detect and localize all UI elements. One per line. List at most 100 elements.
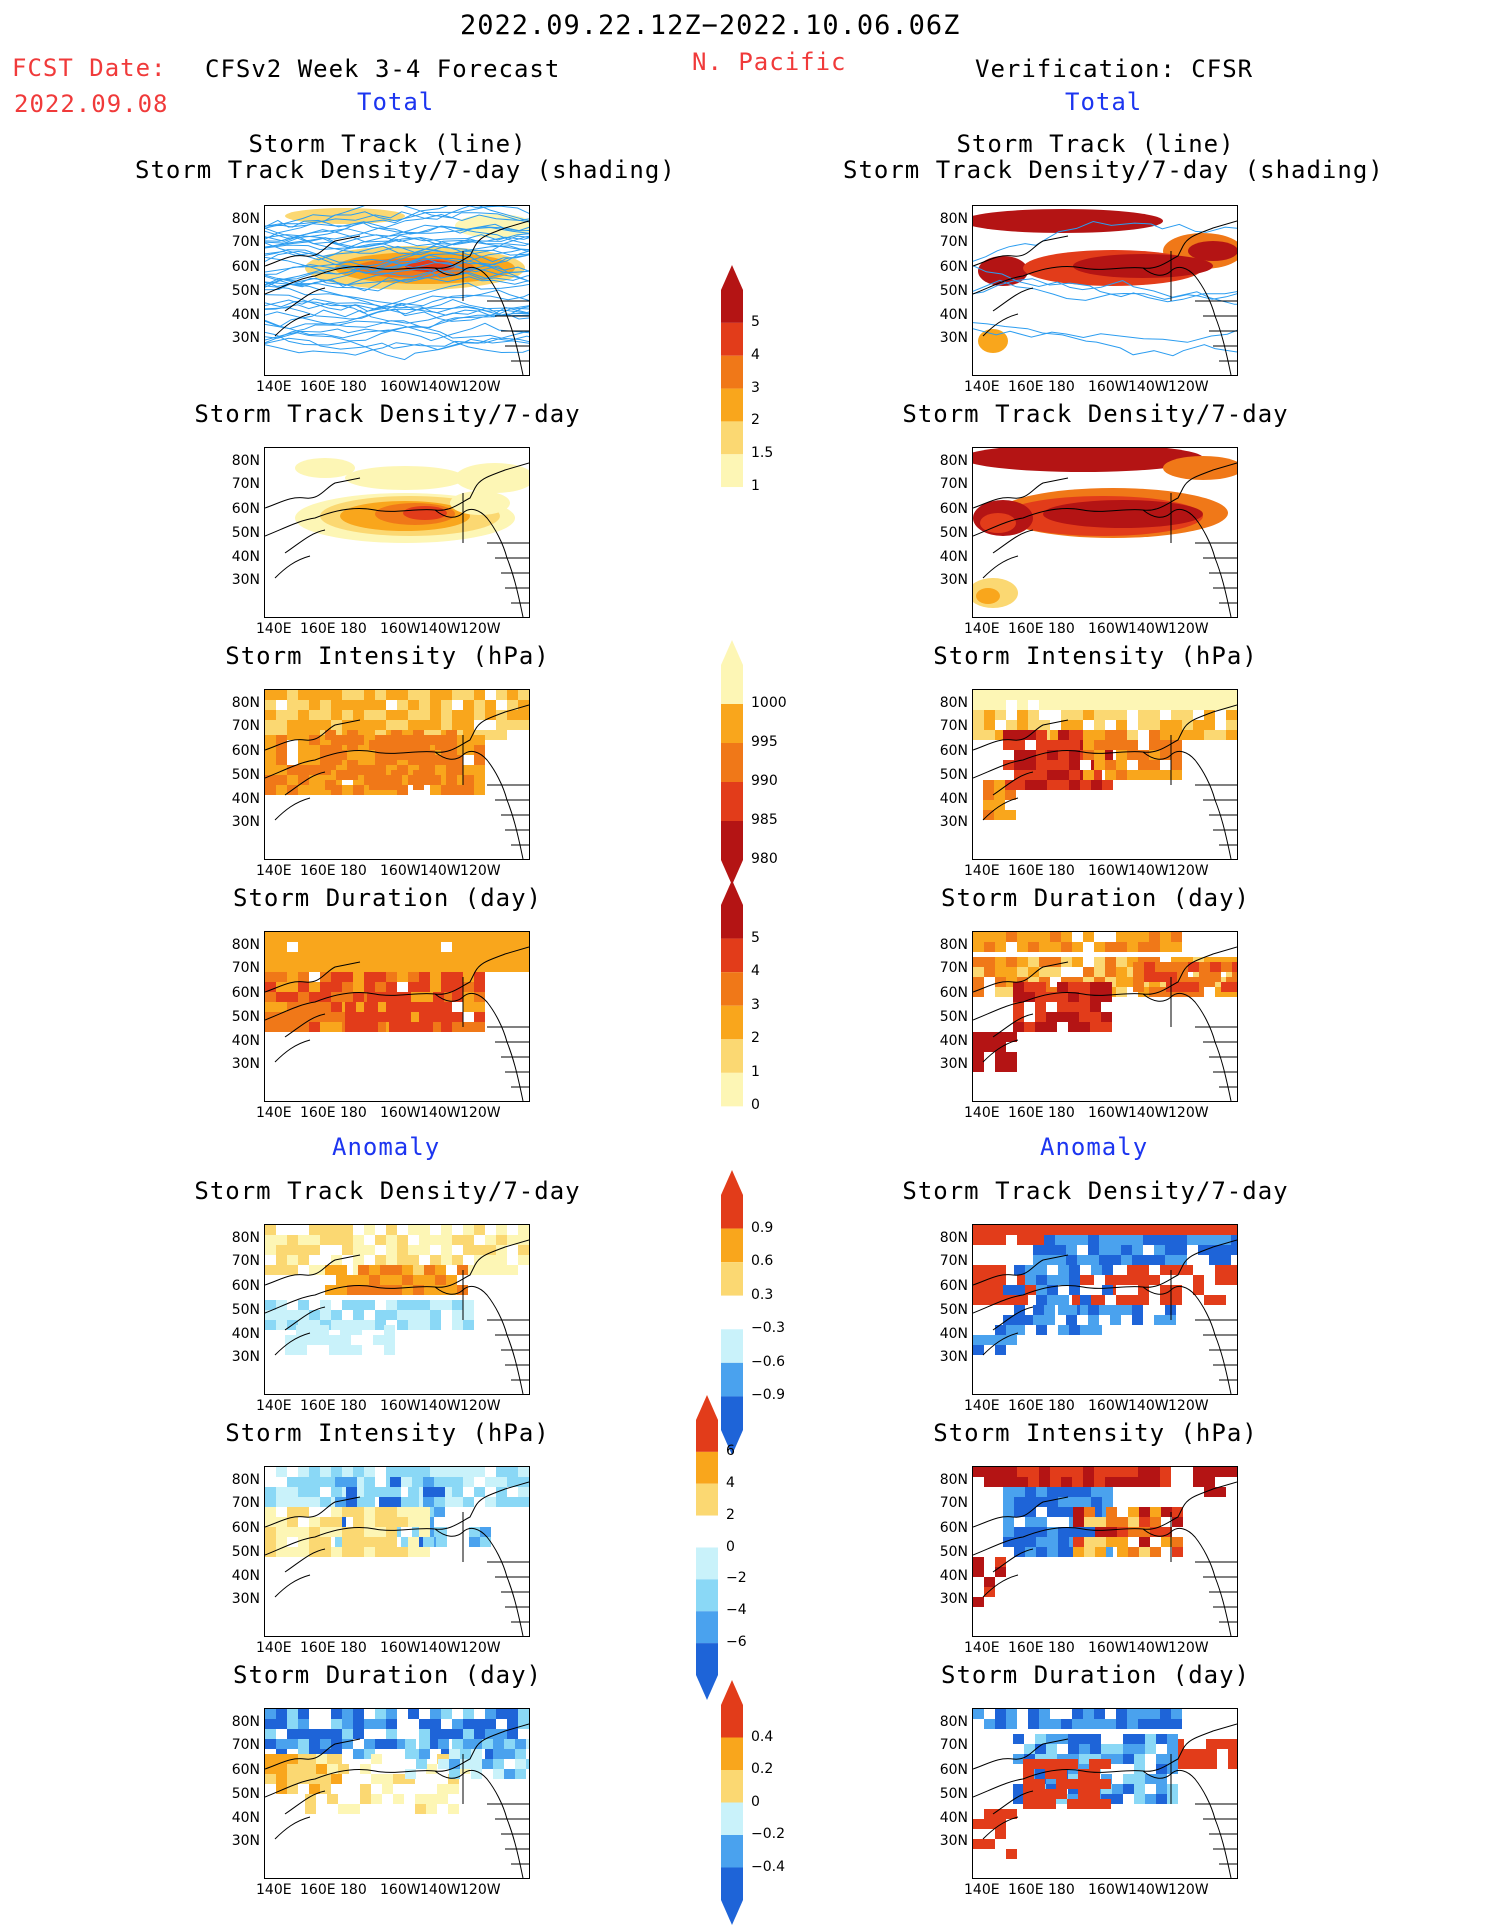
lon-tick-label: 160E <box>1008 1640 1044 1656</box>
lat-tick-label: 60N <box>939 1278 968 1294</box>
lat-tick-label: 30N <box>231 330 260 346</box>
colorbar-label: −0.6 <box>751 1353 785 1370</box>
colorbar-label: 0.4 <box>751 1728 774 1745</box>
lat-tick-label: 60N <box>231 1520 260 1536</box>
left-total-label: Total <box>357 88 435 116</box>
colorbar-label: 2 <box>751 1030 760 1047</box>
verification-map-panel <box>972 1466 1238 1637</box>
lat-tick-label: 70N <box>939 718 968 734</box>
lon-tick-label: 140W <box>1128 379 1169 395</box>
map-field <box>265 932 529 1101</box>
lon-tick-label: 160E <box>1008 379 1044 395</box>
lat-tick-label: 50N <box>939 525 968 541</box>
map-field <box>973 1709 1237 1878</box>
colorbar-label: 2 <box>726 1506 735 1523</box>
forecast-map-panel <box>264 447 530 618</box>
lon-tick-label: 140W <box>420 1882 461 1898</box>
density-total-colorbar <box>721 265 743 545</box>
lat-tick-label: 70N <box>231 960 260 976</box>
map-field <box>265 1709 529 1878</box>
lon-tick-label: 160W <box>380 1105 421 1121</box>
lat-tick-label: 70N <box>939 960 968 976</box>
right-anom-density-title: Storm Track Density/7-day <box>902 1177 1289 1205</box>
lon-tick-label: 160E <box>300 1640 336 1656</box>
density-anom-colorbar <box>721 1170 743 1455</box>
colorbar-label: 4 <box>751 346 760 363</box>
lat-tick-label: 50N <box>939 767 968 783</box>
lon-tick-label: 120W <box>1168 379 1209 395</box>
lat-tick-label: 70N <box>939 1253 968 1269</box>
lon-tick-label: 160W <box>380 1882 421 1898</box>
lon-tick-label: 160W <box>1088 1882 1129 1898</box>
duration-anom-colorbar <box>721 1680 743 1925</box>
lon-tick-label: 120W <box>460 1882 501 1898</box>
verification-map-panel <box>972 447 1238 618</box>
lat-tick-label: 60N <box>231 259 260 275</box>
lon-tick-label: 180 <box>1048 1882 1075 1898</box>
colorbar-label: 985 <box>751 812 778 828</box>
lat-tick-label: 40N <box>939 1810 968 1826</box>
lon-tick-label: 140W <box>420 1398 461 1414</box>
lon-tick-label: 180 <box>1048 863 1075 879</box>
lon-tick-label: 160W <box>380 863 421 879</box>
lon-tick-label: 140E <box>964 1882 1000 1898</box>
intensity-total-colorbar <box>721 640 743 885</box>
lat-tick-label: 80N <box>939 695 968 711</box>
colorbar-label: −2 <box>726 1570 747 1587</box>
lon-tick-label: 180 <box>340 379 367 395</box>
left-title: CFSv2 Week 3-4 Forecast <box>205 55 561 83</box>
map-field <box>973 932 1237 1101</box>
lon-tick-label: 160W <box>380 621 421 637</box>
lon-tick-label: 120W <box>1168 1398 1209 1414</box>
lat-tick-label: 40N <box>939 1033 968 1049</box>
lon-tick-label: 140W <box>420 1640 461 1656</box>
lon-tick-label: 180 <box>340 621 367 637</box>
right-density-title: Storm Track Density/7-day <box>902 400 1289 428</box>
lat-tick-label: 30N <box>231 1349 260 1365</box>
colorbar-label: 3 <box>751 996 760 1013</box>
lat-tick-label: 50N <box>231 767 260 783</box>
lon-tick-label: 120W <box>460 379 501 395</box>
colorbar-label: 0 <box>751 1097 760 1114</box>
left-duration-title: Storm Duration (day) <box>233 884 542 912</box>
colorbar-label: −0.2 <box>751 1826 785 1842</box>
region-label: N. Pacific <box>692 48 847 76</box>
forecast-map-panel <box>264 689 530 860</box>
lon-tick-label: 120W <box>460 1640 501 1656</box>
lon-tick-label: 160E <box>1008 1105 1044 1121</box>
lon-tick-label: 160W <box>380 379 421 395</box>
lat-tick-label: 50N <box>231 1786 260 1802</box>
lon-tick-label: 140W <box>1128 1640 1169 1656</box>
lat-tick-label: 70N <box>231 718 260 734</box>
colorbar-label: 990 <box>751 773 778 789</box>
lat-tick-label: 40N <box>231 307 260 323</box>
lon-tick-label: 160E <box>300 379 336 395</box>
map-field <box>973 690 1237 859</box>
left-track-title-2: Storm Track Density/7-day (shading) <box>135 156 676 184</box>
map-field <box>265 206 529 375</box>
colorbar-label: −0.3 <box>751 1320 785 1337</box>
lat-tick-label: 30N <box>939 814 968 830</box>
lat-tick-label: 30N <box>231 1056 260 1072</box>
lon-tick-label: 140W <box>1128 863 1169 879</box>
colorbar-label: −6 <box>726 1634 747 1651</box>
map-field <box>265 458 529 617</box>
lat-tick-label: 80N <box>231 1230 260 1246</box>
forecast-map-panel <box>264 931 530 1102</box>
colorbar-label: 980 <box>751 851 778 867</box>
lat-tick-label: 80N <box>231 453 260 469</box>
left-anom-intensity-title: Storm Intensity (hPa) <box>225 1419 550 1447</box>
lat-tick-label: 40N <box>231 1568 260 1584</box>
lat-tick-label: 80N <box>231 1714 260 1730</box>
lat-tick-label: 30N <box>939 1349 968 1365</box>
lat-tick-label: 50N <box>939 283 968 299</box>
lat-tick-label: 70N <box>231 1495 260 1511</box>
lon-tick-label: 140W <box>1128 1882 1169 1898</box>
lon-tick-label: 160E <box>300 1398 336 1414</box>
verification-map-panel <box>972 1708 1238 1879</box>
lon-tick-label: 120W <box>1168 1882 1209 1898</box>
colorbar-label: 5 <box>751 929 760 946</box>
lon-tick-label: 140E <box>964 1398 1000 1414</box>
lon-tick-label: 140E <box>964 863 1000 879</box>
colorbar-label: −4 <box>726 1602 747 1619</box>
